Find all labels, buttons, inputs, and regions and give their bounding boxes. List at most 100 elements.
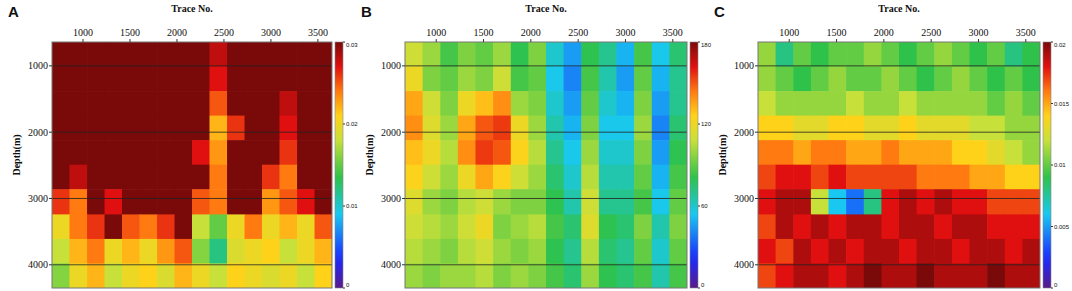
heatmap-cell [987,263,1005,288]
heatmap-cell [157,67,175,92]
heatmap-cell [776,239,794,264]
heatmap-cell [192,91,210,116]
heatmap-cell [917,67,935,92]
heatmap-cell [546,116,564,141]
heatmap-cell [139,239,157,264]
heatmap-cell [262,239,280,264]
colorbar-tick-label: 0 [1054,282,1058,288]
grid-line [52,198,332,199]
colorbar-tick [1051,165,1053,166]
heatmap-cell [669,67,687,92]
y-tick [49,264,52,265]
heatmap-cell [987,67,1005,92]
colorbar [1043,42,1051,288]
heatmap-cell [793,165,811,190]
heatmap-cell [1005,67,1023,92]
heatmap-cell [528,42,546,67]
x-tick-label: 2000 [167,27,187,38]
heatmap-cell [458,116,476,141]
heatmap-cell [315,263,332,288]
heatmap-cell [917,165,935,190]
heatmap-cell [829,140,847,165]
heatmap-cell [881,165,899,190]
heatmap-cell [934,42,952,67]
heatmap-cell [1005,263,1023,288]
heatmap-cell [122,214,140,239]
heatmap-cell [864,42,882,67]
heatmap-cell [970,91,988,116]
heatmap-cell [864,239,882,264]
heatmap-cell [1005,189,1023,215]
heatmap-cell [758,140,776,165]
heatmap-cell [758,239,776,264]
y-tick-label: 1000 [381,60,401,71]
heatmap-cell [528,189,546,215]
heatmap-cell [297,263,315,288]
heatmap-cell [829,42,847,67]
heatmap-cell [846,91,864,116]
heatmap-cell [864,165,882,190]
colorbar-tick [698,206,700,207]
heatmap-cell [493,189,511,215]
heatmap-cell [899,140,917,165]
heatmap-cell [776,263,794,288]
heatmap-cell [617,67,635,92]
heatmap-cell [458,140,476,165]
heatmap-cell [157,42,175,67]
heatmap-cell [669,263,687,288]
heatmap-cell [934,165,952,190]
colorbar-tick-label: 60 [701,203,708,209]
heatmap-cell [511,239,529,264]
heatmap-cell [528,67,546,92]
heatmap-cell [652,42,670,67]
heatmap-cell [829,189,847,215]
heatmap-cell [209,116,227,141]
y-tick [755,65,758,66]
heatmap-cell [175,67,193,92]
heatmap-cell [52,140,70,165]
heatmap-cell [493,67,511,92]
heatmap-cell [405,42,423,67]
heatmap-cell [87,67,105,92]
heatmap-cell [227,91,245,116]
heatmap-cell [262,91,280,116]
heatmap-cell [564,189,582,215]
heatmap-cell [493,116,511,141]
heatmap-cell [1022,239,1040,264]
heatmap-cell [581,239,599,264]
x-tick-label: 1500 [474,27,494,38]
heatmap-cell [669,239,687,264]
heatmap-cell [52,165,70,190]
heatmap-cell [245,91,263,116]
heatmap-cell [105,165,123,190]
heatmap-cell [105,42,123,67]
heatmap-cell [776,189,794,215]
heatmap-cell [175,116,193,141]
heatmap-cell [245,140,263,165]
heatmap-cell [209,67,227,92]
heatmap-cell [546,239,564,264]
heatmap-cell [970,165,988,190]
heatmap-cell [157,116,175,141]
x-tick [223,39,224,42]
y-tick [755,264,758,265]
heatmap-cell [652,189,670,215]
heatmap-cell [209,91,227,116]
heatmap-cell [564,91,582,116]
heatmap-cell [511,189,529,215]
heatmap-cell [315,67,332,92]
x-tick [978,39,979,42]
heatmap-cell [192,165,210,190]
heatmap-cell [846,239,864,264]
x-tick [789,39,790,42]
y-tick-label: 3000 [734,193,754,204]
heatmap-cell [546,67,564,92]
heatmap-cell [105,214,123,239]
heatmap-cell [476,165,494,190]
x-tick-label: 2000 [521,27,541,38]
heatmap-cell [175,189,193,215]
heatmap-cell [546,140,564,165]
heatmap-cell [952,165,970,190]
heatmap-cell [279,239,297,264]
y-tick-label: 4000 [734,259,754,270]
